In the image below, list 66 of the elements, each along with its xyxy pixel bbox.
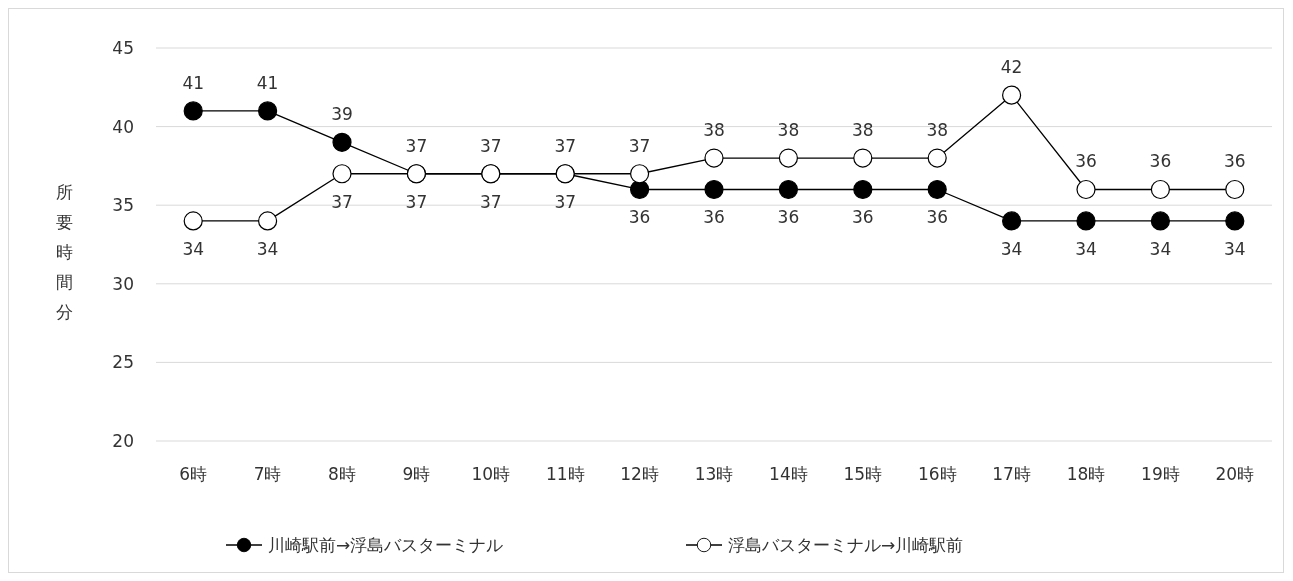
point [704, 179, 724, 200]
data-label: 34 [182, 238, 205, 259]
y-tick-label: 40 [112, 116, 134, 137]
x-tick-label: 10時 [471, 464, 511, 484]
data-label: 34 [1149, 238, 1172, 259]
y-tick-label: 45 [112, 38, 134, 58]
data-label: 41 [256, 72, 279, 93]
x-tick-label: 17時 [992, 464, 1031, 484]
point [927, 179, 947, 200]
data-label: 37 [479, 191, 502, 212]
data-label: 36 [1223, 151, 1246, 172]
data-label: 37 [479, 135, 502, 156]
data-label: 37 [405, 135, 428, 156]
x-tick-label: 12時 [620, 464, 659, 484]
data-label: 36 [1149, 151, 1172, 172]
x-tick-label: 15時 [843, 464, 883, 484]
x-tick-label: 18時 [1066, 464, 1106, 484]
data-label: 36 [926, 207, 949, 228]
x-tick-label: 11時 [545, 464, 585, 484]
data-label: 34 [1075, 238, 1097, 259]
data-label: 37 [554, 135, 577, 156]
legend-label: 浮島バスターミナル→川崎駅前 [728, 535, 964, 555]
data-label: 37 [628, 135, 651, 156]
data-label: 39 [331, 104, 353, 125]
point [1225, 211, 1245, 231]
data-label: 38 [851, 120, 874, 141]
x-tick-label: 14時 [769, 464, 808, 484]
data-label: 34 [1223, 238, 1246, 259]
data-label: 38 [926, 120, 949, 141]
data-label: 41 [182, 72, 205, 93]
point [778, 179, 798, 200]
x-tick-label: 19時 [1141, 464, 1180, 484]
data-label: 34 [1000, 238, 1023, 259]
data-label: 36 [628, 207, 651, 228]
point [183, 101, 203, 121]
data-label: 37 [405, 191, 428, 212]
data-label: 36 [777, 207, 800, 228]
x-tick-label: 8時 [328, 464, 356, 484]
data-label: 42 [1000, 57, 1023, 78]
data-label: 36 [851, 207, 874, 228]
x-tick-label: 9時 [402, 464, 431, 484]
x-tick-label: 6時 [179, 464, 208, 484]
data-label: 34 [256, 238, 279, 259]
data-label: 37 [554, 191, 577, 212]
point [1150, 211, 1170, 231]
data-label: 38 [703, 120, 725, 141]
data-label: 38 [777, 120, 800, 141]
x-tick-label: 16時 [917, 464, 957, 484]
x-tick-label: 20時 [1215, 464, 1255, 484]
point [332, 132, 352, 152]
x-tick-label: 7時 [253, 464, 282, 484]
point [630, 179, 650, 200]
x-tick-label: 13時 [694, 464, 734, 484]
point [853, 179, 873, 200]
y-axis-title: 所要時間分 [55, 182, 73, 322]
y-tick-label: 25 [112, 352, 134, 373]
point [258, 101, 278, 121]
y-tick-label: 20 [112, 431, 134, 451]
y-tick-label: 30 [112, 273, 134, 294]
y-tick-label: 35 [112, 195, 134, 216]
data-label: 36 [1075, 151, 1097, 172]
legend-label: 川崎駅前→浮島バスターミナル [268, 535, 504, 555]
point [1076, 211, 1096, 231]
data-label: 37 [331, 191, 353, 212]
point [1002, 211, 1022, 231]
data-label: 36 [703, 207, 725, 228]
